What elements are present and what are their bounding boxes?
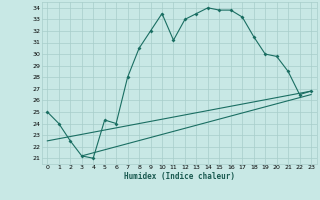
X-axis label: Humidex (Indice chaleur): Humidex (Indice chaleur) [124,172,235,181]
